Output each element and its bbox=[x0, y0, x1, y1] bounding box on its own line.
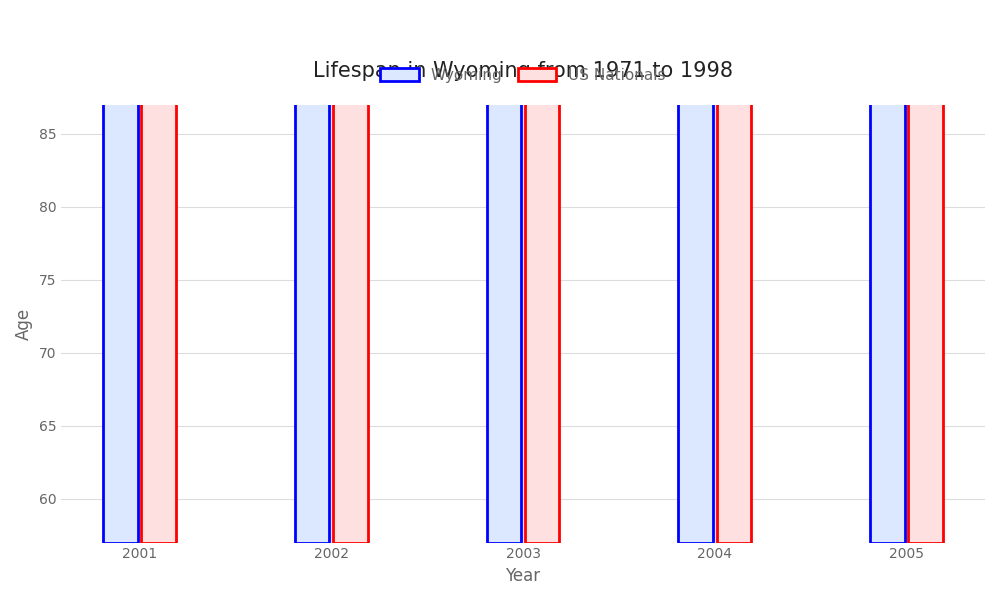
Bar bbox=[295, 0, 329, 542]
Bar bbox=[487, 0, 521, 542]
Bar bbox=[103, 0, 138, 542]
Title: Lifespan in Wyoming from 1971 to 1998: Lifespan in Wyoming from 1971 to 1998 bbox=[313, 61, 733, 81]
Bar bbox=[333, 0, 368, 542]
Bar bbox=[678, 0, 713, 542]
Bar bbox=[870, 0, 905, 542]
X-axis label: Year: Year bbox=[505, 567, 541, 585]
Bar bbox=[908, 0, 943, 542]
Bar bbox=[525, 0, 559, 542]
Y-axis label: Age: Age bbox=[15, 308, 33, 340]
Bar bbox=[141, 0, 176, 542]
Bar bbox=[717, 0, 751, 542]
Legend: Wyoming, US Nationals: Wyoming, US Nationals bbox=[373, 60, 673, 90]
